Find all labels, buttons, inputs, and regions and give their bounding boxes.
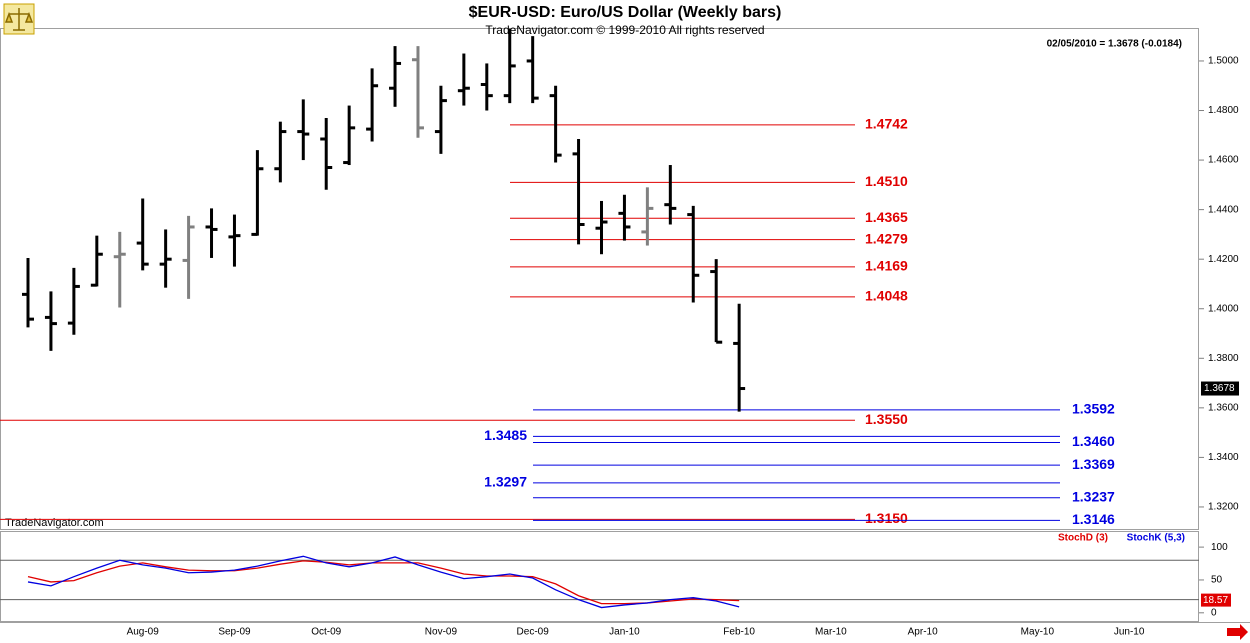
x-tick-label: Mar-10 <box>815 627 847 638</box>
y-tick-label: 50 <box>1211 575 1223 586</box>
y-tick-label: 1.5000 <box>1208 56 1239 67</box>
level-label: 1.3369 <box>1072 456 1115 472</box>
level-label: 1.3592 <box>1072 401 1115 417</box>
x-tick-label: Sep-09 <box>218 627 251 638</box>
scroll-arrow[interactable] <box>1227 624 1248 640</box>
x-tick-label: Jan-10 <box>609 627 640 638</box>
x-tick-label: Oct-09 <box>311 627 341 638</box>
level-label: 1.3485 <box>484 427 527 443</box>
level-label: 1.3150 <box>865 510 908 526</box>
level-label: 1.4279 <box>865 230 908 246</box>
legend-entry: StochK (5,3) <box>1127 533 1185 544</box>
x-tick-label: Jun-10 <box>1114 627 1145 638</box>
last-price-tag-bg <box>1201 381 1239 396</box>
level-label: 1.3550 <box>865 411 908 427</box>
y-tick-label: 1.4400 <box>1208 204 1239 215</box>
level-label: 1.4048 <box>865 288 908 304</box>
x-tick-label: Feb-10 <box>723 627 755 638</box>
level-label: 1.3237 <box>1072 488 1115 504</box>
watermark: TradeNavigator.com <box>5 517 104 529</box>
y-tick-label: 1.4800 <box>1208 105 1239 116</box>
x-tick-label: Apr-10 <box>908 627 938 638</box>
y-tick-label: 1.4200 <box>1208 254 1239 265</box>
x-tick-label: Dec-09 <box>517 627 550 638</box>
last-price-tag: 1.3678 <box>1204 383 1235 394</box>
value-tag-bg <box>1201 593 1231 607</box>
y-tick-label: 1.3800 <box>1208 353 1239 364</box>
level-label: 1.3460 <box>1072 433 1115 449</box>
y-tick-label: 1.4600 <box>1208 155 1239 166</box>
level-label: 1.3297 <box>484 474 527 490</box>
level-label: 1.3146 <box>1072 511 1115 527</box>
x-tick-label: Aug-09 <box>127 627 160 638</box>
legend-entry: StochD (3) <box>1058 533 1108 544</box>
level-label: 1.4510 <box>865 173 908 189</box>
stoch-line <box>27 560 740 605</box>
value-tag: 18.57 <box>1203 595 1228 606</box>
stoch-line <box>27 555 740 609</box>
x-tick-label: May-10 <box>1021 627 1055 638</box>
y-tick-label: 1.3200 <box>1208 502 1239 513</box>
y-tick-label: 1.3600 <box>1208 402 1239 413</box>
y-tick-label: 1.3400 <box>1208 452 1239 463</box>
logo <box>3 3 35 35</box>
x-tick-label: Nov-09 <box>425 627 458 638</box>
level-label: 1.4169 <box>865 258 908 274</box>
price-panel <box>0 28 1199 530</box>
chart-title: $EUR-USD: Euro/US Dollar (Weekly bars) <box>469 4 782 21</box>
stoch-panel <box>0 531 1199 622</box>
y-tick-label: 100 <box>1211 542 1228 553</box>
y-tick-label: 1.4000 <box>1208 303 1239 314</box>
quote-info: 02/05/2010 = 1.3678 (-0.0184) <box>1047 39 1182 50</box>
chart-subtitle: TradeNavigator.com © 1999-2010 All right… <box>485 23 764 37</box>
level-label: 1.4365 <box>865 209 908 225</box>
y-tick-label: 0 <box>1211 607 1217 618</box>
level-label: 1.4742 <box>865 116 908 132</box>
